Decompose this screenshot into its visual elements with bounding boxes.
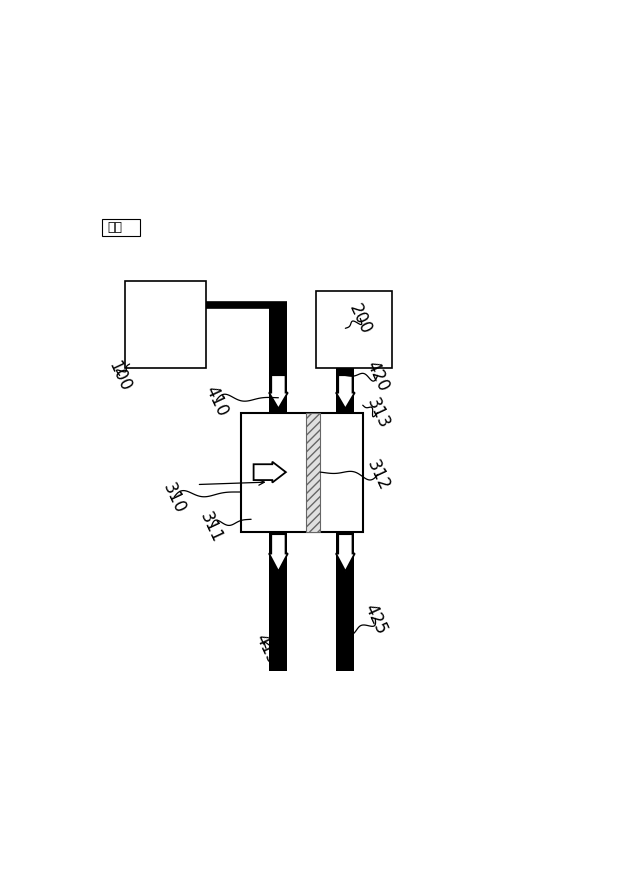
Polygon shape [269, 535, 288, 572]
Polygon shape [269, 375, 288, 410]
Bar [306, 413, 319, 532]
Bar [269, 306, 287, 368]
Bar [337, 532, 355, 671]
Bar [269, 368, 287, 413]
Text: 310: 310 [159, 479, 189, 516]
Text: 420: 420 [363, 358, 392, 394]
Text: 100: 100 [105, 358, 134, 394]
Bar [316, 292, 392, 368]
Text: 311: 311 [196, 509, 227, 545]
Text: 425: 425 [360, 601, 390, 637]
Bar [337, 368, 355, 413]
Text: 313: 313 [363, 395, 392, 431]
Text: 415: 415 [251, 631, 281, 667]
Polygon shape [253, 462, 286, 483]
FancyBboxPatch shape [102, 220, 140, 236]
Polygon shape [336, 375, 355, 410]
Bar [269, 532, 287, 671]
Polygon shape [336, 535, 355, 572]
Text: 312: 312 [363, 457, 392, 494]
Text: 図１: 図１ [108, 221, 122, 234]
Text: 410: 410 [202, 382, 231, 419]
Bar [125, 282, 207, 368]
Text: 200: 200 [346, 301, 375, 337]
Bar [241, 413, 363, 532]
